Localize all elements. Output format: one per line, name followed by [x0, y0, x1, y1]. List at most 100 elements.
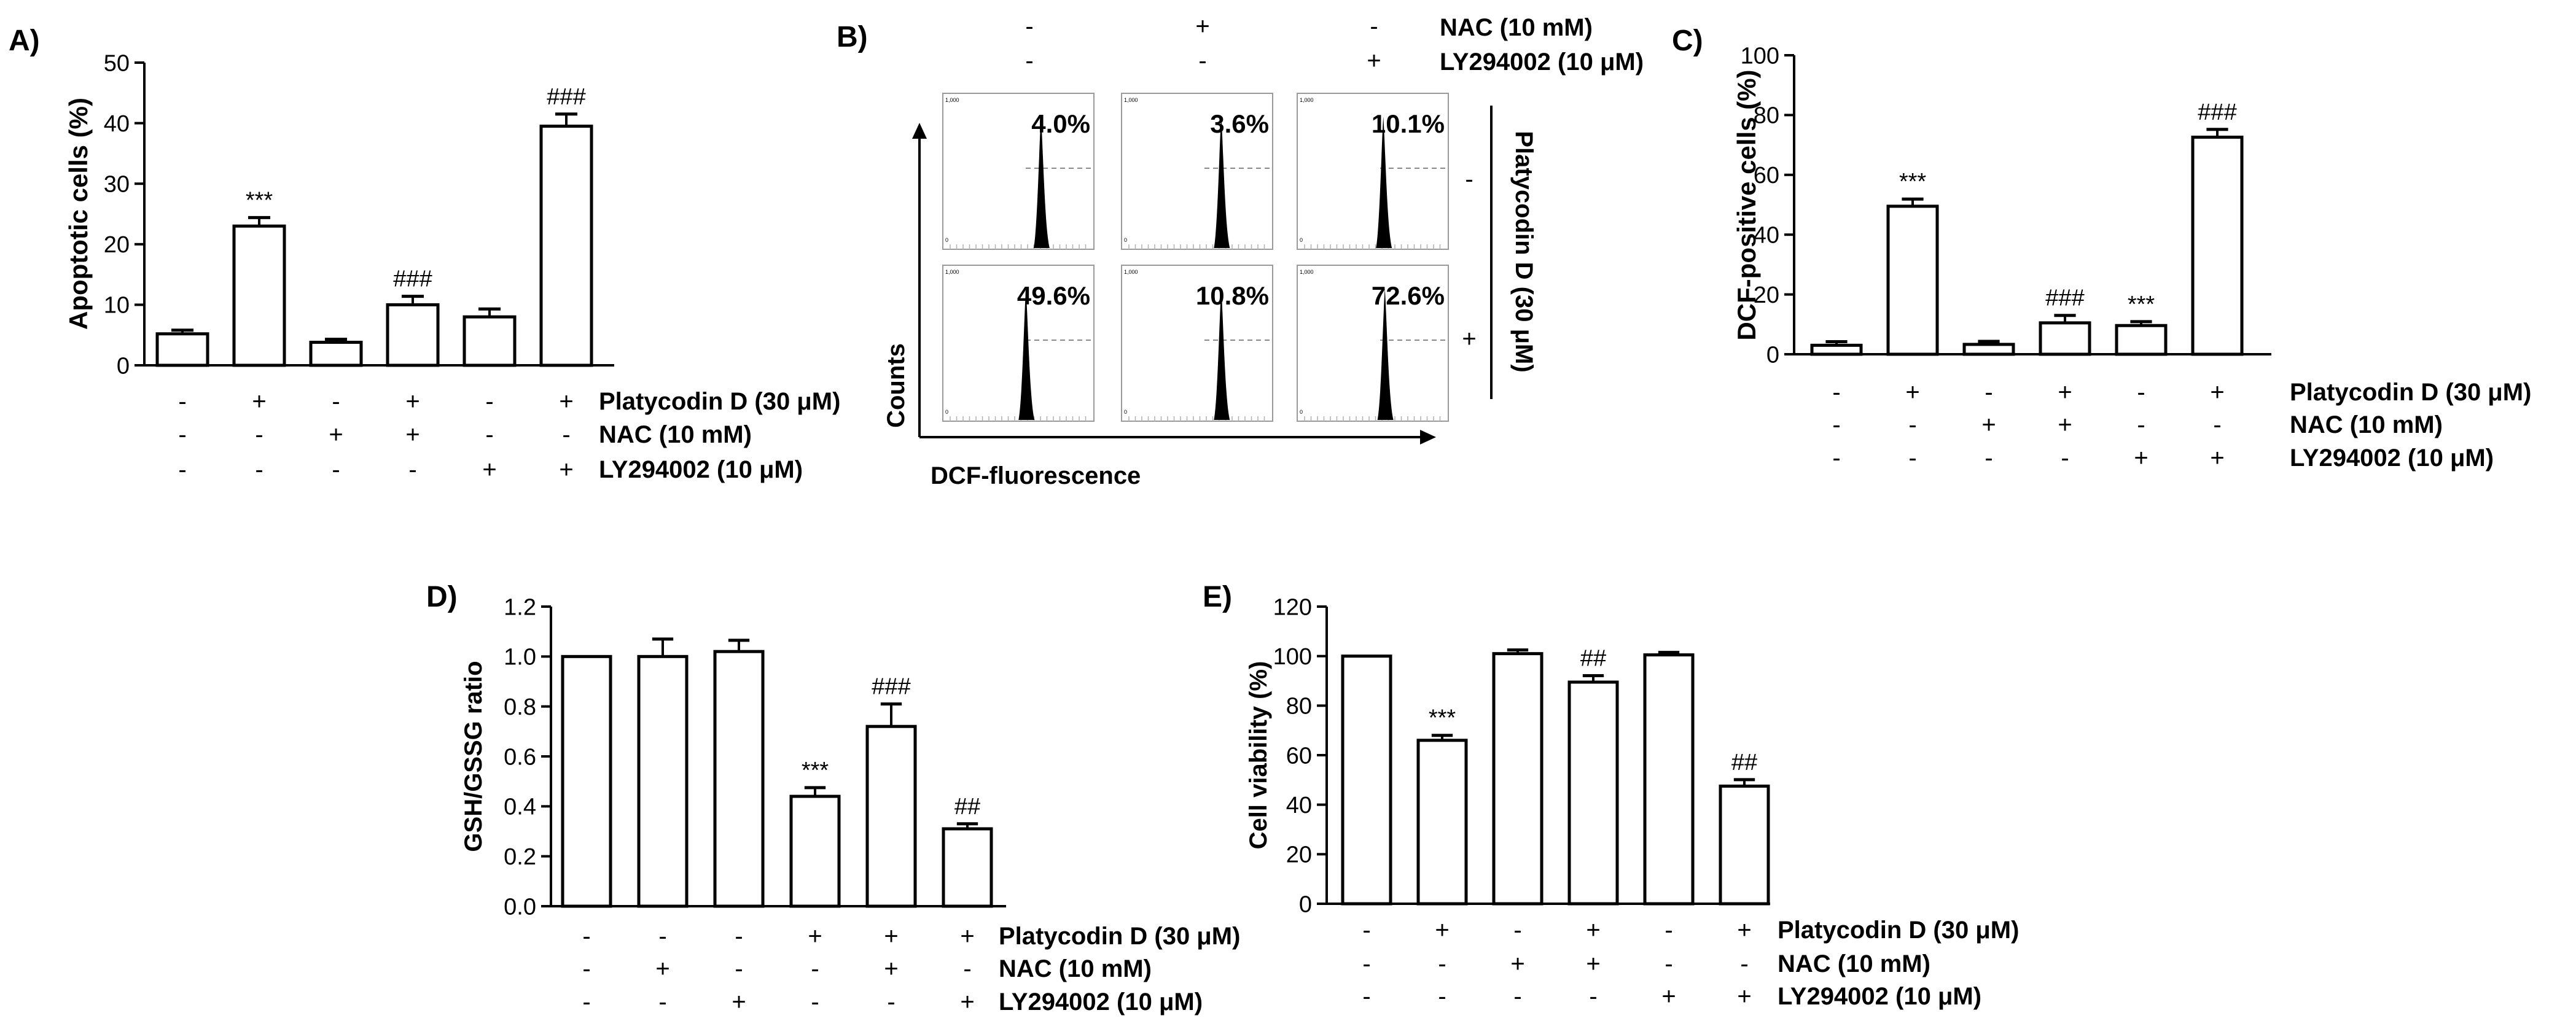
- y-tick-label: 0: [1766, 342, 1779, 368]
- flow-header-label: LY294002 (10 μM): [1440, 49, 1644, 76]
- treatment-label: NAC (10 mM): [1778, 950, 1930, 977]
- treatment-label: LY294002 (10 μM): [2290, 445, 2494, 472]
- treatment-sign: -: [1362, 917, 1370, 944]
- y-tick-label: 30: [104, 172, 130, 198]
- y-tick-label: 20: [1286, 842, 1312, 868]
- significance-label: ***: [1429, 705, 1456, 731]
- y-tick-label: 40: [104, 111, 130, 137]
- bar: [2191, 135, 2244, 356]
- bar: [561, 654, 612, 908]
- treatment-sign: -: [485, 388, 493, 415]
- panel-label-d: D): [426, 581, 458, 613]
- y-tick-label: 100: [1741, 43, 1779, 69]
- treatment-sign: +: [2058, 379, 2072, 406]
- bar: [713, 650, 765, 908]
- y-tick-label: 0.8: [504, 694, 536, 720]
- flow-header-sign: -: [1025, 13, 1033, 40]
- bar-chart-gsh-gssg-ratio: 0.0 0.2 0.4 0.6 0.8 1.0 1.2 GSH/GSSG ratio *** ##…: [460, 594, 1240, 1015]
- y-tick-label: 0.2: [504, 844, 536, 870]
- histogram-y-tick-label: 1,000: [1124, 269, 1138, 275]
- treatment-sign: -: [963, 955, 971, 982]
- y-tick-label: 0.6: [504, 744, 536, 770]
- bar: [2039, 321, 2091, 356]
- histogram-y-tick-label: 0: [1300, 237, 1303, 243]
- treatment-sign: -: [562, 421, 570, 448]
- histogram-peak: [1214, 289, 1230, 420]
- histogram-box: [1297, 93, 1449, 250]
- bar: [539, 125, 593, 367]
- treatment-sign: +: [1661, 983, 1676, 1010]
- treatment-sign: -: [887, 988, 895, 1015]
- treatment-label: Platycodin D (30 μM): [599, 388, 840, 415]
- histogram-peak: [1018, 289, 1035, 420]
- y-tick-label: 60: [1754, 163, 1779, 188]
- treatment-sign: +: [1435, 917, 1449, 944]
- treatment-sign: +: [1586, 950, 1600, 977]
- gated-percentage: 3.6%: [1210, 109, 1269, 138]
- gated-percentage: 10.1%: [1372, 109, 1445, 138]
- y-tick-label: 60: [1286, 743, 1312, 769]
- treatment-label: LY294002 (10 μM): [599, 456, 803, 483]
- histogram-y-tick-label: 0: [945, 409, 948, 415]
- treatment-sign: -: [735, 955, 743, 982]
- flow-y-axis-label: Counts: [883, 343, 910, 428]
- treatment-sign: +: [405, 388, 420, 415]
- treatment-label: Platycodin D (30 μM): [1778, 917, 2019, 944]
- treatment-sign: -: [582, 955, 590, 982]
- significance-label: ***: [246, 187, 273, 213]
- flow-header-sign: -: [1198, 47, 1206, 74]
- treatment-sign: -: [1908, 411, 1916, 438]
- treatment-sign: -: [658, 988, 666, 1015]
- treatment-sign: -: [1665, 950, 1672, 977]
- treatment-sign: -: [255, 456, 263, 483]
- flow-header-sign: +: [1367, 47, 1381, 74]
- y-tick-label: 0.4: [504, 794, 536, 820]
- treatment-sign: +: [1510, 950, 1524, 977]
- y-axis-label: Apoptotic cells (%): [64, 98, 93, 330]
- treatment-label: Platycodin D (30 μM): [2290, 379, 2531, 406]
- treatment-sign: +: [808, 923, 822, 950]
- treatment-sign: -: [1985, 445, 1992, 472]
- treatment-sign: -: [1908, 445, 1916, 472]
- treatment-sign: -: [332, 456, 340, 483]
- treatment-sign: +: [1737, 983, 1751, 1010]
- treatment-sign: -: [735, 923, 743, 950]
- histogram-box: [1121, 93, 1273, 250]
- bar: [463, 315, 517, 367]
- treatment-sign: -: [2213, 411, 2221, 438]
- y-tick-label: 0: [1299, 891, 1312, 917]
- histogram-peak: [1033, 117, 1050, 248]
- y-tick-label: 40: [1754, 223, 1779, 249]
- histogram-peak: [1377, 289, 1394, 420]
- treatment-sign: +: [1981, 411, 1996, 438]
- y-tick-label: 50: [104, 50, 130, 76]
- gated-percentage: 72.6%: [1372, 281, 1445, 310]
- flow-row-sign: -: [1465, 166, 1473, 193]
- significance-label: ###: [2045, 285, 2084, 311]
- treatment-sign: +: [655, 955, 669, 982]
- significance-label: ###: [872, 674, 910, 700]
- histogram-y-tick-label: 1,000: [1300, 97, 1314, 103]
- y-tick-label: 20: [1754, 282, 1779, 308]
- treatment-sign: -: [1362, 950, 1370, 977]
- gated-percentage: 10.8%: [1196, 281, 1269, 310]
- bar: [637, 654, 689, 908]
- flow-header-sign: -: [1025, 47, 1033, 74]
- bar: [232, 224, 286, 367]
- y-tick-label: 120: [1273, 594, 1312, 620]
- panel-label-b: B): [837, 21, 868, 53]
- histogram-box: [942, 265, 1095, 422]
- treatment-sign: -: [255, 421, 263, 448]
- y-tick-label: 0: [117, 353, 130, 379]
- y-tick-label: 10: [104, 293, 130, 319]
- bar-chart-cell-viability: 0 20 40 60 80 100 120 Cell viability (%) *** ## ##…: [1245, 594, 2019, 1010]
- y-tick-label: 40: [1286, 793, 1312, 818]
- treatment-sign: -: [658, 923, 666, 950]
- histogram-y-tick-label: 1,000: [1300, 269, 1314, 275]
- treatment-sign: +: [1737, 917, 1751, 944]
- significance-label: ###: [547, 84, 585, 110]
- treatment-sign: -: [178, 456, 186, 483]
- y-tick-label: 80: [1286, 694, 1312, 720]
